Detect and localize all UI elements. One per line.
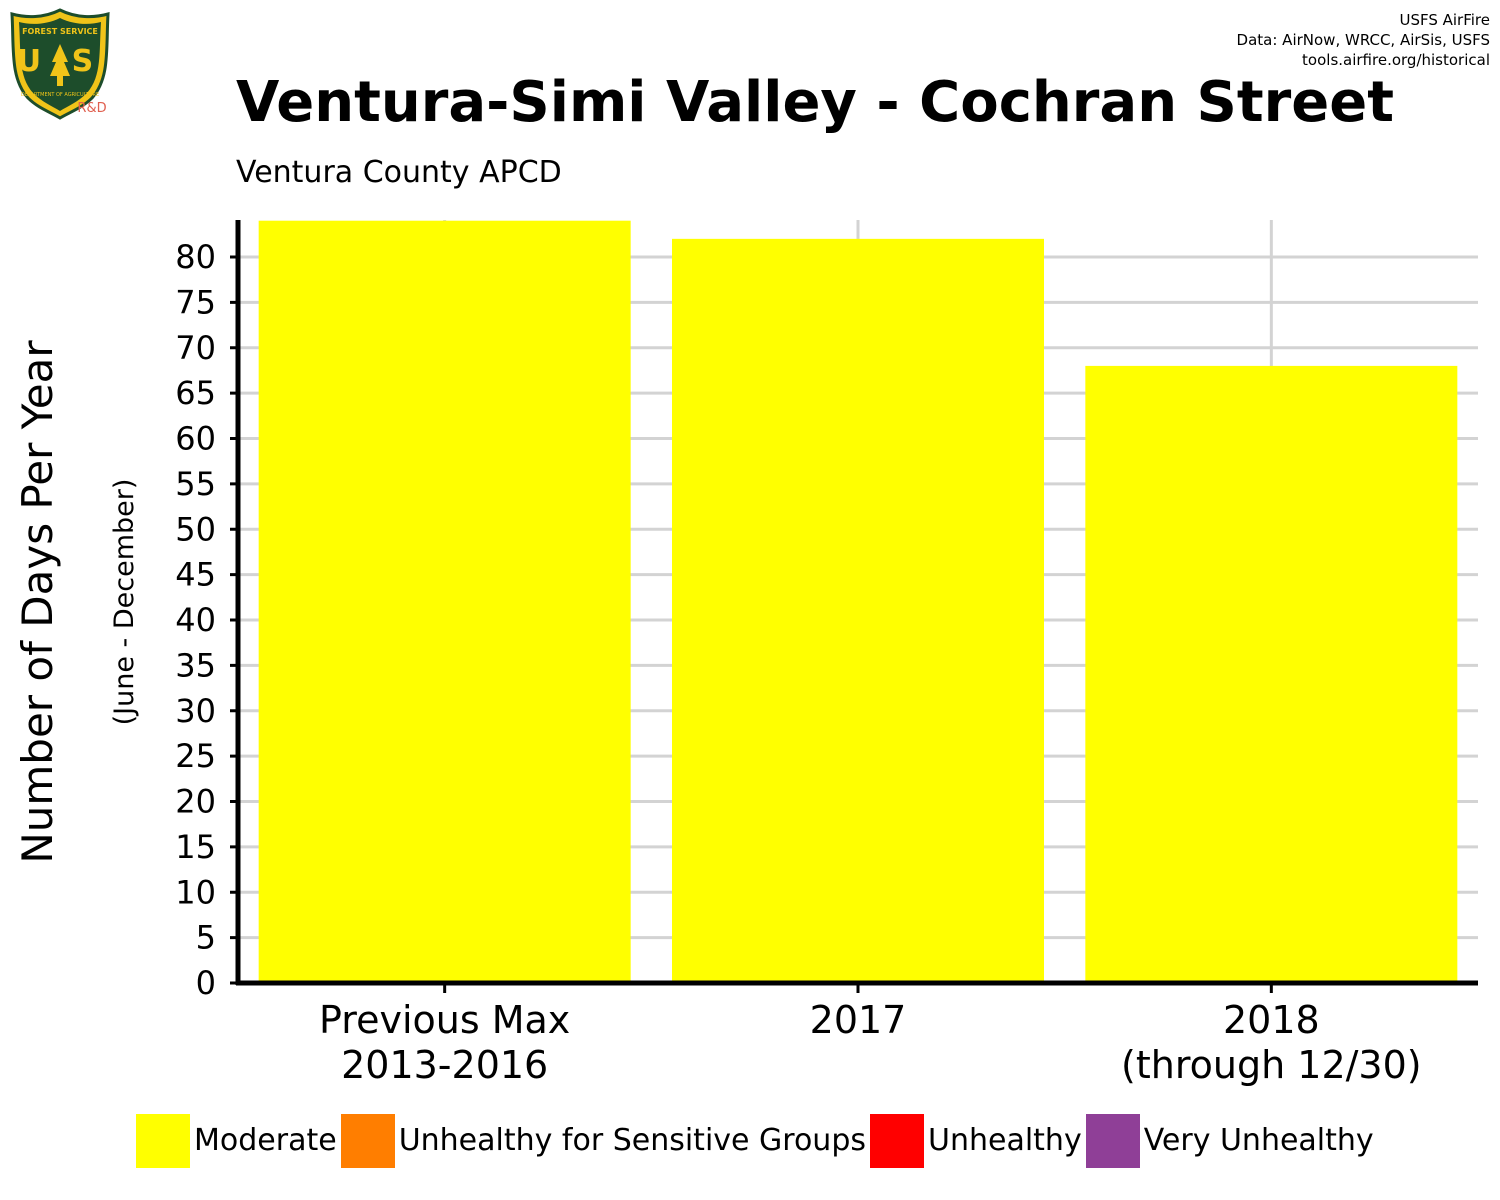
legend-swatch [340,1113,395,1168]
legend-label: Unhealthy for Sensitive Groups [398,1123,866,1158]
bar-moderate [258,220,631,983]
legend-swatch [1085,1113,1140,1168]
y-tick-label: 0 [196,964,216,1002]
x-tick-label: 2018 (through 12/30) [1121,998,1422,1087]
label-layer: 0 5 10 15 20 25 30 35 40 45 50 55 60 65 70 75 80 Previous… [13,238,1422,1087]
chart-title: Ventura-Simi Valley - Cochran Street [236,70,1395,135]
legend-item: Very Unhealthy [1085,1113,1378,1168]
y-axis-sublabel: (June - December) [109,479,140,726]
credits-line-2: Data: AirNow, WRCC, AirSis, USFS [1236,31,1490,49]
bar-layer [258,220,1458,984]
bar-moderate [1085,365,1458,983]
y-tick-label: 55 [175,465,216,503]
y-tick-label: 75 [175,283,216,321]
y-tick-label: 15 [175,828,216,866]
y-tick-label: 20 [175,783,216,821]
legend-item: Moderate [136,1113,341,1168]
x-tick-label: Previous Max 2013-2016 [319,998,570,1087]
y-tick-label: 80 [175,238,216,276]
legend-item: Unhealthy for Sensitive Groups [340,1113,870,1168]
legend-item: Unhealthy [870,1113,1086,1168]
credits-line-1: USFS AirFire [1399,11,1490,29]
credits: USFS AirFire Data: AirNow, WRCC, AirSis,… [1237,10,1490,70]
y-tick-label: 40 [175,601,216,639]
chart-legend: Moderate Unhealthy for Sensitive Groups Un… [136,1113,1378,1168]
forest-service-shield-logo: FOREST SERVICE U S DEPARTMENT OF AGRICUL… [10,8,110,120]
credits-line-3: tools.airfire.org/historical [1302,51,1490,69]
tree-icon [50,44,70,86]
legend-label: Moderate [194,1123,337,1158]
axis-layer [230,220,1478,993]
y-tick-label: 5 [196,919,216,957]
legend-swatch [870,1113,924,1168]
y-tick-label: 30 [175,692,216,730]
bar-moderate [672,238,1044,984]
y-tick-label: 50 [175,510,216,548]
y-tick-label: 65 [175,374,216,412]
y-axis-label: Number of Days Per Year [13,340,62,864]
logo-top-text: FOREST SERVICE [22,27,98,36]
legend-swatch [136,1113,190,1168]
y-tick-label: 45 [175,556,216,594]
chart-subtitle: Ventura County APCD [236,155,562,190]
y-tick-label: 70 [175,329,216,367]
y-tick-label: 60 [175,420,216,458]
y-tick-label: 25 [175,737,216,775]
logo-badge: R&D [77,101,106,116]
legend-label: Very Unhealthy [1143,1123,1374,1158]
logo-bottom-text: DEPARTMENT OF AGRICULTURE [21,92,99,98]
y-tick-label: 35 [175,646,216,684]
y-tick-label: 10 [175,873,216,911]
legend-label: Unhealthy [928,1123,1082,1158]
x-tick-label: 2017 [810,998,907,1042]
